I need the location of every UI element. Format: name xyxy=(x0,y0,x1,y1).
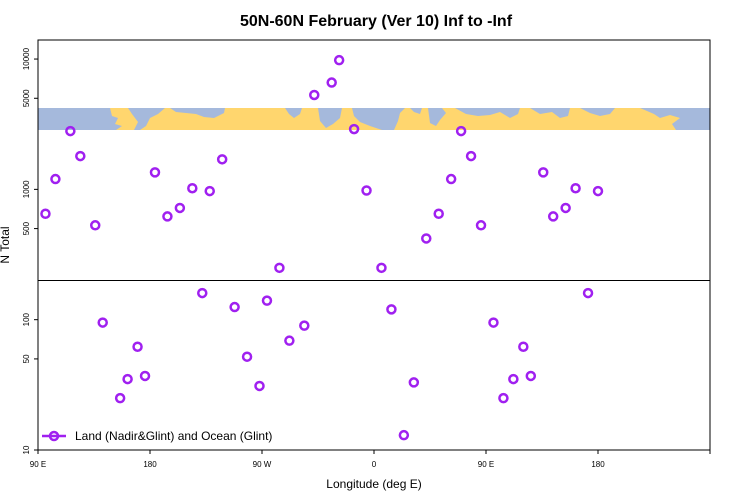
data-point xyxy=(204,185,215,197)
data-point xyxy=(149,167,161,178)
data-point xyxy=(139,370,151,382)
y-tick-label: 100 xyxy=(22,312,31,326)
data-point xyxy=(445,173,457,185)
data-point xyxy=(498,392,509,404)
data-point xyxy=(465,150,477,162)
x-tick-label: 180 xyxy=(591,460,605,469)
data-point xyxy=(187,182,198,194)
legend-label: Land (Nadir&Glint) and Ocean (Glint) xyxy=(75,429,272,443)
data-point xyxy=(508,373,519,385)
data-point xyxy=(537,167,549,178)
x-tick-label: 90 E xyxy=(30,460,46,469)
map-band xyxy=(38,108,710,130)
data-point xyxy=(122,373,133,385)
legend-marker xyxy=(48,430,60,442)
x-tick-label: 90 E xyxy=(478,460,494,469)
map-band-land xyxy=(38,108,710,130)
x-axis-label: Longitude (deg E) xyxy=(326,477,421,491)
data-point xyxy=(174,202,186,214)
y-axis-label: N Total xyxy=(0,226,12,263)
data-point xyxy=(299,320,310,331)
x-tick-label: 180 xyxy=(143,460,157,469)
data-point xyxy=(261,295,273,306)
y-tick-label: 5000 xyxy=(22,89,31,107)
data-points xyxy=(40,54,604,441)
data-point xyxy=(518,341,529,352)
data-point xyxy=(50,173,61,185)
data-point xyxy=(398,429,410,441)
data-point xyxy=(254,380,265,392)
y-axis: 10 50 100 500 1000 5000 10000 xyxy=(22,47,38,454)
data-point xyxy=(274,262,285,274)
data-point xyxy=(40,208,51,219)
data-point xyxy=(525,370,537,382)
data-point xyxy=(75,150,86,162)
data-point xyxy=(326,77,337,88)
data-point xyxy=(114,392,126,404)
data-point xyxy=(241,351,253,362)
data-point xyxy=(560,202,571,214)
data-point xyxy=(162,211,173,222)
data-point xyxy=(65,125,76,137)
x-tick-label: 0 xyxy=(372,460,377,469)
data-point xyxy=(197,287,208,299)
data-point xyxy=(386,304,397,315)
x-axis: 90 E 180 90 W 0 90 E 180 xyxy=(30,450,711,469)
data-point xyxy=(132,341,143,352)
data-point xyxy=(582,287,594,299)
data-point xyxy=(348,123,360,135)
y-tick-label: 10 xyxy=(22,445,31,454)
data-point xyxy=(547,211,559,222)
y-tick-label: 500 xyxy=(22,221,31,235)
data-point xyxy=(361,185,372,196)
data-point xyxy=(475,220,487,231)
legend: Land (Nadir&Glint) and Ocean (Glint) xyxy=(42,429,272,443)
y-tick-label: 50 xyxy=(22,354,31,363)
data-point xyxy=(488,317,499,328)
plot-frame xyxy=(37,39,711,451)
data-point xyxy=(309,89,320,101)
data-point xyxy=(433,208,444,219)
data-point xyxy=(455,125,467,137)
data-point xyxy=(592,185,604,197)
data-point xyxy=(229,301,240,313)
data-point xyxy=(333,54,345,66)
y-tick-label: 1000 xyxy=(22,180,31,198)
data-point xyxy=(97,317,108,328)
data-point xyxy=(216,154,228,165)
y-tick-label: 10000 xyxy=(22,47,31,70)
data-point xyxy=(421,233,432,244)
data-point xyxy=(284,335,295,346)
data-point xyxy=(376,262,387,274)
data-point xyxy=(89,220,101,231)
chart-title: 50N-60N February (Ver 10) Inf to -Inf xyxy=(240,13,513,30)
data-point xyxy=(408,377,420,388)
data-point xyxy=(570,182,581,194)
x-tick-label: 90 W xyxy=(253,460,272,469)
